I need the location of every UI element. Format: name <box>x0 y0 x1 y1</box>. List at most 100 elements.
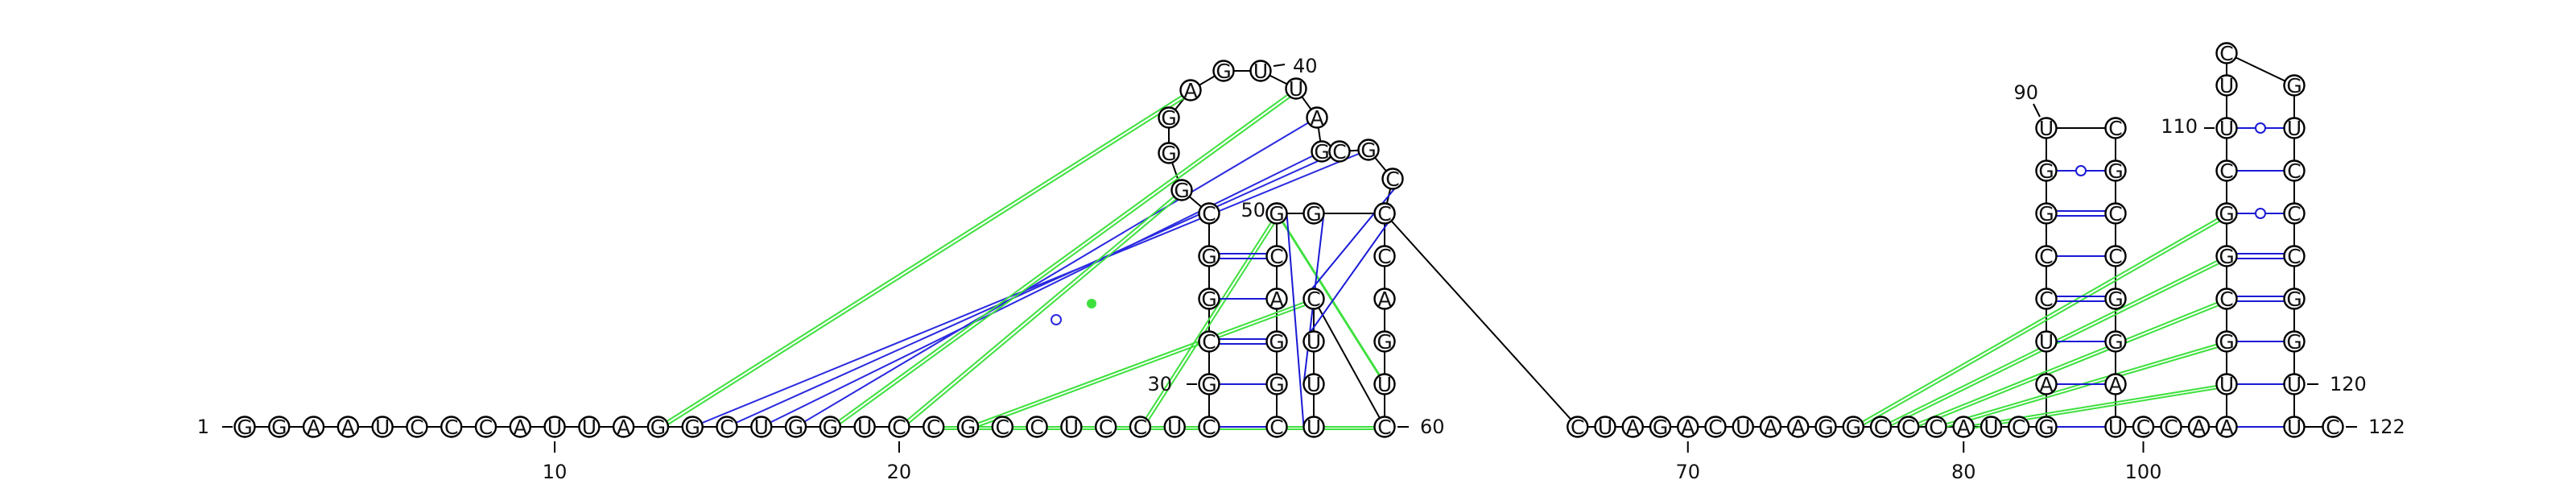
nucleotide-letter: C <box>2219 288 2233 311</box>
nucleotide-letter: G <box>1201 245 1216 268</box>
nucleotide-circle <box>2283 117 2306 139</box>
nucleotide-13: G <box>646 416 670 439</box>
nucleotide-76: G <box>1842 416 1864 439</box>
nucleotide-letter: C <box>1202 416 1216 439</box>
tertiary-interaction-line <box>657 89 1191 428</box>
nucleotide-letter: C <box>2108 117 2122 140</box>
nucleotide-circle <box>2283 288 2306 310</box>
nucleotide-circle <box>1265 288 1288 310</box>
nucleotide-letter: G <box>2286 74 2301 97</box>
nucleotide-63: A <box>1373 288 1396 311</box>
nucleotide-23: C <box>991 416 1013 439</box>
nucleotide-119: G <box>2283 330 2306 354</box>
nucleotide-3: A <box>302 416 325 439</box>
nucleotide-87: C <box>2035 245 2058 268</box>
position-label-80: 80 <box>1951 461 1976 480</box>
nucleotide-70: A <box>1677 416 1699 439</box>
nucleotide-circle <box>1621 416 1644 438</box>
position-tick <box>1273 64 1286 67</box>
position-label-50: 50 <box>1241 199 1265 221</box>
nucleotide-11: U <box>578 416 601 439</box>
nucleotide-112: C <box>2215 42 2238 65</box>
nucleotide-letter: U <box>1064 416 1079 439</box>
nucleotide-117: C <box>2283 245 2306 268</box>
nucleotide-circle <box>1198 416 1220 438</box>
nucleotide-letter: G <box>2038 202 2054 226</box>
nucleotide-circle <box>1787 416 1810 438</box>
nucleotide-89: G <box>2035 159 2058 183</box>
nucleotide-circle <box>2215 416 2238 438</box>
nucleotide-45: G <box>1357 139 1380 162</box>
nucleotide-circle <box>2215 245 2238 267</box>
nucleotide-113: G <box>2283 74 2306 97</box>
nucleotide-17: G <box>784 416 807 439</box>
nucleotide-letter: C <box>927 416 940 439</box>
nucleotide-116: C <box>2283 202 2306 226</box>
nucleotide-letter: U <box>2039 117 2054 140</box>
nucleotide-98: A <box>2104 373 2127 396</box>
nucleotide-letter: A <box>1310 106 1323 130</box>
nucleotide-circle <box>2104 245 2127 267</box>
nucleotide-circle <box>2187 416 2211 438</box>
nucleotide-letter: G <box>1201 288 1216 311</box>
nucleotide-circle <box>2283 74 2306 97</box>
nucleotide-letter: U <box>2287 416 2301 439</box>
nucleotide-letter: C <box>2136 416 2150 439</box>
nucleotide-circle <box>2035 245 2058 267</box>
nucleotide-letter: G <box>1818 416 1833 439</box>
nucleotide-18: G <box>819 416 842 439</box>
nucleotide-letter: G <box>788 416 803 439</box>
nucleotide-letter: U <box>1307 330 1321 354</box>
nucleotide-90: U <box>2035 117 2058 140</box>
nucleotide-64: C <box>1373 245 1396 268</box>
nucleotide-letter: G <box>2219 330 2234 354</box>
nucleotide-circle <box>2035 159 2058 182</box>
nucleotide-111: U <box>2215 74 2238 97</box>
nucleotide-circle <box>1814 416 1837 438</box>
nucleotide-122: C <box>2322 416 2344 439</box>
nucleotide-letter: U <box>857 416 872 439</box>
nucleotide-letter: C <box>1269 416 1283 439</box>
nucleotide-73: A <box>1759 416 1782 439</box>
nucleotide-letter: G <box>1161 142 1176 165</box>
nucleotide-104: U <box>2215 373 2238 396</box>
nucleotide-letter: U <box>1253 60 1268 83</box>
nucleotide-114: U <box>2283 117 2306 140</box>
nucleotide-6: C <box>406 416 428 439</box>
nucleotide-100: C <box>2132 416 2155 439</box>
nucleotide-circle <box>750 416 773 438</box>
nucleotide-letter: U <box>1598 416 1612 439</box>
nucleotide-letter: G <box>2107 159 2123 183</box>
nucleotide-99: U <box>2104 416 2127 439</box>
position-tick <box>2033 103 2041 118</box>
nucleotide-60: C <box>1373 416 1396 439</box>
nucleotide-84: A <box>2035 373 2058 396</box>
tertiary-interaction-line <box>1908 298 2227 428</box>
nucleotide-letter: G <box>2107 288 2123 311</box>
nucleotide-circle <box>1925 416 1947 438</box>
nucleotide-letter: G <box>2286 288 2301 311</box>
nucleotide-circle <box>1302 330 1325 353</box>
nucleotide-circle <box>2215 202 2238 225</box>
nucleotide-letter: C <box>2108 202 2122 226</box>
nucleotide-letter: A <box>1791 416 1805 439</box>
nucleotide-circle <box>1265 373 1288 395</box>
nucleotide-circle <box>1759 416 1782 438</box>
nucleotide-letter: G <box>1377 330 1392 354</box>
nucleotide-circle <box>1163 416 1186 438</box>
nucleotide-circle <box>1265 245 1288 267</box>
tertiary-interaction-line <box>829 88 1297 428</box>
nucleotide-letter: U <box>1167 416 1182 439</box>
nucleotide-120: U <box>2283 373 2306 396</box>
nucleotide-letter: C <box>1901 416 1915 439</box>
nucleotide-letter: U <box>547 416 562 439</box>
nucleotide-35: G <box>1170 179 1193 202</box>
nucleotide-letter: C <box>1269 245 1283 268</box>
nucleotide-22: G <box>956 416 980 439</box>
tertiary-interaction-line-double <box>1910 300 2230 430</box>
nucleotide-letter: U <box>2039 330 2054 354</box>
nucleotide-letter: C <box>2287 202 2301 226</box>
